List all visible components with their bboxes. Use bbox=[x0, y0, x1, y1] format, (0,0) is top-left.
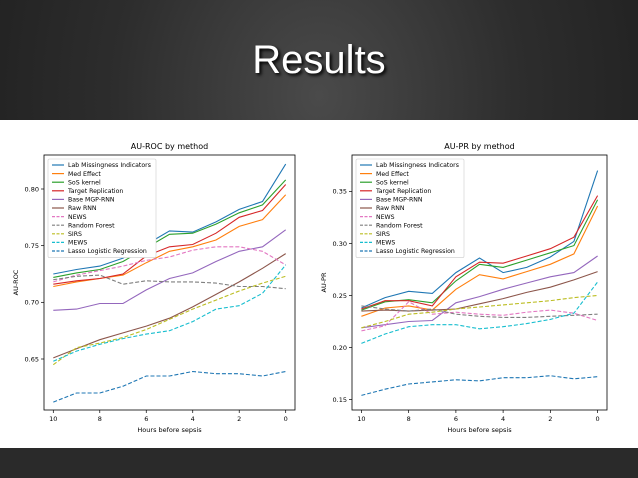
slide-title: Results bbox=[252, 38, 386, 82]
auroc-series-line-5 bbox=[53, 253, 286, 359]
auroc-series-line-9 bbox=[53, 264, 287, 362]
aupr-chart: AU-PR by method 10 8 6 4 2 0 0.15 0.20 0.25 0.30 0.… bbox=[320, 142, 608, 434]
aupr-series-line-1 bbox=[361, 205, 599, 317]
aupr-legend-label-5: Raw RNN bbox=[376, 205, 405, 212]
aupr-series-line-9 bbox=[361, 281, 599, 344]
aupr-series-line-5 bbox=[361, 271, 598, 312]
auroc-x-axis-label: Hours before sepsis bbox=[137, 426, 202, 434]
aupr-y-tick-label: 0.25 bbox=[333, 292, 347, 300]
auroc-series-line-4 bbox=[53, 229, 287, 311]
auroc-legend-label-8: SIRS bbox=[68, 231, 82, 238]
aupr-x-tick-label: 10 bbox=[357, 415, 365, 423]
aupr-legend-label-7: Random Forest bbox=[376, 222, 423, 229]
aupr-x-tick-label: 8 bbox=[407, 415, 411, 423]
auroc-y-tick-label: 0.65 bbox=[25, 355, 39, 363]
aupr-series-line-3 bbox=[361, 195, 599, 310]
auroc-x-tick-label: 0 bbox=[284, 415, 288, 423]
aupr-series-group bbox=[361, 170, 599, 396]
aupr-legend-label-10: Lasso Logistic Regression bbox=[376, 248, 455, 255]
aupr-legend-label-4: Base MGP-RNN bbox=[376, 197, 423, 204]
aupr-legend-label-0: Lab Missingness Indicators bbox=[376, 162, 459, 169]
auroc-series-line-0 bbox=[53, 163, 287, 275]
aupr-series-line-10 bbox=[361, 375, 598, 396]
aupr-y-tick-label: 0.35 bbox=[333, 188, 347, 196]
auroc-title: AU-ROC by method bbox=[131, 142, 208, 151]
bottom-bar bbox=[0, 448, 638, 478]
aupr-series-line-0 bbox=[361, 170, 599, 309]
auroc-x-tick-label: 10 bbox=[49, 415, 57, 423]
aupr-x-tick-label: 6 bbox=[454, 415, 458, 423]
auroc-y-axis-label: AU-ROC bbox=[12, 269, 20, 295]
aupr-y-tick-label: 0.30 bbox=[333, 240, 347, 248]
aupr-x-tick-label: 2 bbox=[548, 415, 552, 423]
auroc-legend-label-2: SoS kernel bbox=[68, 179, 101, 186]
auroc-series-line-6 bbox=[53, 246, 286, 283]
aupr-plot-frame bbox=[351, 154, 608, 411]
auroc-legend-label-10: Lasso Logistic Regression bbox=[68, 248, 147, 255]
auroc-x-tick-label: 8 bbox=[98, 415, 102, 423]
auroc-legend-label-5: Raw RNN bbox=[68, 205, 97, 212]
auroc-series-line-8 bbox=[52, 275, 286, 366]
auroc-legend-label-4: Base MGP-RNN bbox=[68, 197, 115, 204]
aupr-x-tick-label: 0 bbox=[595, 415, 599, 423]
auroc-y-tick-label: 0.80 bbox=[25, 185, 39, 193]
aupr-y-tick-label: 0.15 bbox=[333, 396, 347, 404]
aupr-legend-label-3: Target Replication bbox=[375, 188, 431, 195]
aupr-series-line-8 bbox=[361, 294, 598, 329]
auroc-legend-label-7: Random Forest bbox=[68, 222, 115, 229]
aupr-title: AU-PR by method bbox=[444, 142, 514, 151]
auroc-series-line-10 bbox=[53, 370, 286, 403]
auroc-legend-label-1: Med Effect bbox=[68, 171, 101, 178]
aupr-x-tick-label: 4 bbox=[501, 415, 505, 423]
auroc-legend bbox=[47, 158, 157, 258]
auroc-legend-label-0: Lab Missingness Indicators bbox=[68, 162, 151, 169]
aupr-series-line-6 bbox=[361, 301, 598, 332]
auroc-series-group bbox=[52, 163, 287, 403]
aupr-legend-label-6: NEWS bbox=[376, 214, 395, 221]
aupr-series-line-4 bbox=[361, 255, 598, 329]
auroc-legend-label-3: Target Replication bbox=[67, 188, 123, 195]
aupr-y-axis-label: AU-PR bbox=[320, 272, 328, 292]
auroc-plot-frame bbox=[43, 154, 296, 411]
auroc-x-tick-label: 4 bbox=[191, 415, 195, 423]
auroc-legend-label-9: MEWS bbox=[68, 240, 87, 247]
auroc-series-line-2 bbox=[53, 179, 287, 278]
auroc-series-line-7 bbox=[53, 274, 286, 290]
auroc-x-tick-label: 2 bbox=[237, 415, 241, 423]
aupr-legend-label-9: MEWS bbox=[376, 240, 395, 247]
auroc-legend-label-6: NEWS bbox=[68, 214, 87, 221]
charts-panel: AU-ROC by method 10 8 6 4 2 0 0.65 0.70 0.75 0.80 H… bbox=[0, 120, 638, 448]
auroc-y-tick-label: 0.70 bbox=[25, 299, 39, 307]
aupr-legend-label-8: SIRS bbox=[376, 231, 390, 238]
aupr-legend-label-2: SoS kernel bbox=[376, 179, 409, 186]
auroc-x-tick-label: 6 bbox=[144, 415, 148, 423]
aupr-legend-label-1: Med Effect bbox=[376, 171, 409, 178]
aupr-legend bbox=[355, 158, 465, 258]
auroc-y-tick-label: 0.75 bbox=[25, 242, 39, 250]
aupr-x-axis-label: Hours before sepsis bbox=[447, 426, 512, 434]
auroc-chart: AU-ROC by method 10 8 6 4 2 0 0.65 0.70 0.75 0.80 H… bbox=[12, 142, 296, 434]
aupr-series-line-7 bbox=[361, 305, 598, 318]
auroc-series-line-3 bbox=[53, 184, 287, 285]
aupr-y-tick-label: 0.20 bbox=[333, 344, 347, 352]
